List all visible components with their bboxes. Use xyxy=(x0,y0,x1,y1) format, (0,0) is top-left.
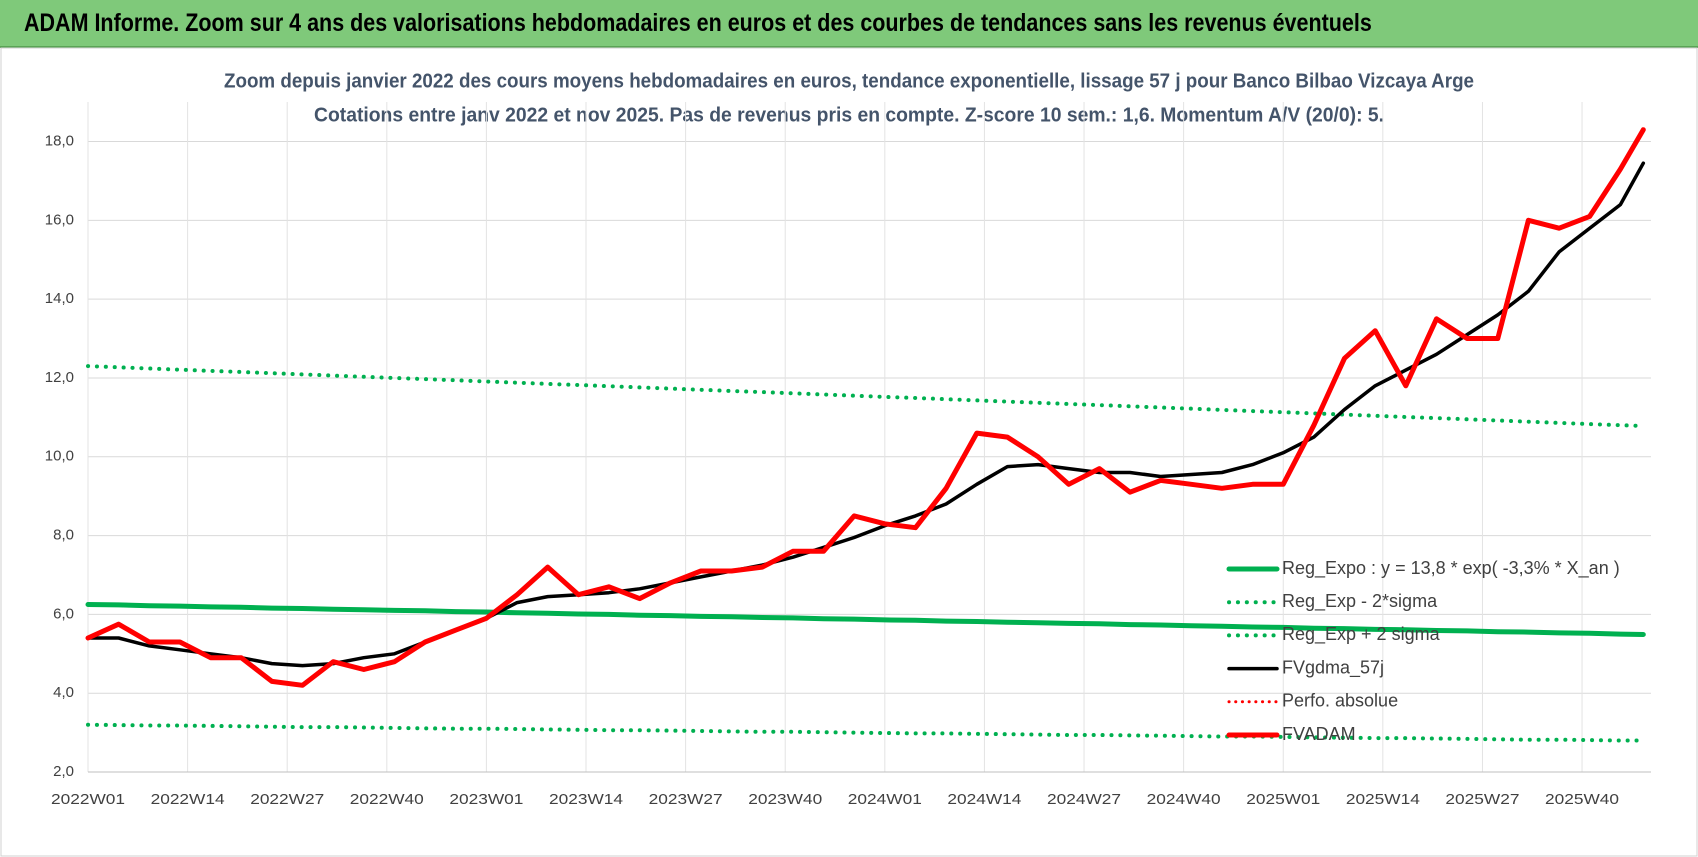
y-tick-label: 16,0 xyxy=(45,211,74,228)
x-tick-label: 2023W27 xyxy=(649,791,723,808)
y-tick-label: 18,0 xyxy=(45,132,74,149)
x-tick-label: 2024W40 xyxy=(1147,791,1221,808)
header-bar: ADAM Informe. Zoom sur 4 ans des valoris… xyxy=(0,0,1698,48)
y-tick-label: 2,0 xyxy=(53,763,74,780)
legend-label: Perfo. absolue xyxy=(1282,691,1398,711)
series-line xyxy=(85,602,1646,637)
subtitle: Zoom depuis janvier 2022 des cours moyen… xyxy=(224,70,1474,92)
x-tick-label: 2025W14 xyxy=(1346,791,1420,808)
legend-label: Reg_Expo : y = 13,8 * exp( -3,3% * X_an … xyxy=(1282,558,1620,579)
x-tick-label: 2025W27 xyxy=(1445,791,1519,808)
series-line xyxy=(86,364,1646,428)
subtitle-2: Cotations entre janv 2022 et nov 2025. P… xyxy=(314,104,1384,126)
x-tick-label: 2022W01 xyxy=(51,791,125,808)
x-tick-label: 2022W27 xyxy=(250,791,324,808)
x-tick-label: 2024W14 xyxy=(947,791,1021,808)
x-tick-label: 2023W01 xyxy=(449,791,523,808)
x-tick-label: 2025W40 xyxy=(1545,791,1619,808)
series-line xyxy=(86,161,1646,668)
y-tick-label: 14,0 xyxy=(45,290,74,307)
x-tick-label: 2022W14 xyxy=(151,791,225,808)
x-tick-label: 2025W01 xyxy=(1246,791,1320,808)
legend-label: Reg_Exp - 2*sigma xyxy=(1282,591,1438,612)
y-tick-label: 10,0 xyxy=(45,448,74,465)
legend-label: FVADAM xyxy=(1282,724,1356,744)
x-tick-label: 2024W27 xyxy=(1047,791,1121,808)
chart-border xyxy=(0,47,1698,857)
y-tick-label: 12,0 xyxy=(45,369,74,386)
page-title: ADAM Informe. Zoom sur 4 ans des valoris… xyxy=(24,9,1372,37)
legend-label: FVgdma_57j xyxy=(1282,657,1384,678)
x-tick-label: 2024W01 xyxy=(848,791,922,808)
series-line xyxy=(86,722,1646,743)
y-tick-label: 4,0 xyxy=(53,684,74,701)
y-tick-label: 8,0 xyxy=(53,527,74,544)
x-tick-label: 2022W40 xyxy=(350,791,424,808)
x-tick-label: 2023W40 xyxy=(748,791,822,808)
legend-label: Reg_Exp + 2 sigma xyxy=(1282,624,1441,645)
y-tick-label: 6,0 xyxy=(53,605,74,622)
x-tick-label: 2023W14 xyxy=(549,791,623,808)
series-line xyxy=(85,127,1646,688)
